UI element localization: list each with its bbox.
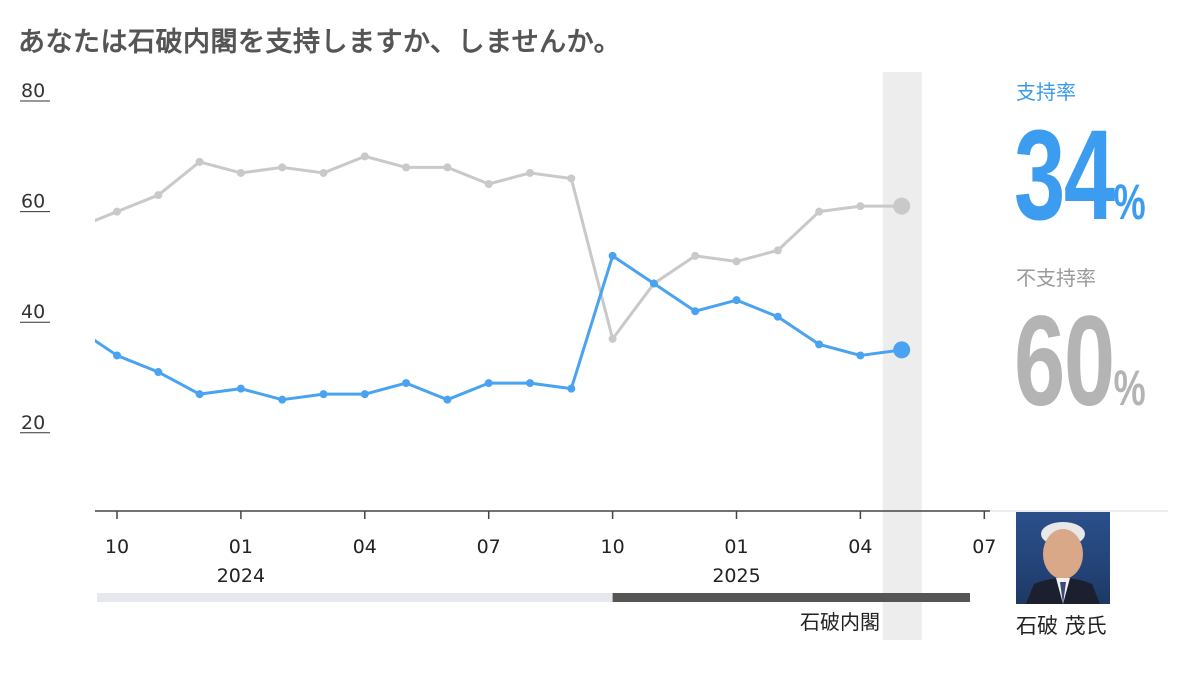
support-line [95, 254, 902, 402]
oppose-point [773, 246, 782, 255]
oppose-rate-number: 60 [1014, 290, 1115, 433]
support-rate-value: 34% [1014, 112, 1146, 240]
support-point [278, 395, 287, 404]
year-label: 2024 [217, 565, 265, 587]
y-tick-label: 20 [21, 412, 45, 434]
oppose-point [443, 163, 452, 172]
y-tick-label: 60 [21, 191, 45, 213]
oppose-point [856, 202, 865, 211]
x-tick-label: 07 [477, 536, 501, 558]
support-point [732, 296, 741, 305]
oppose-point [319, 168, 328, 177]
oppose-rate-label: 不支持率 [1016, 266, 1096, 290]
x-tick-label: 10 [105, 536, 129, 558]
x-tick-label: 01 [724, 536, 748, 558]
cabinet-period-bar [612, 593, 970, 602]
support-point [443, 395, 452, 404]
oppose-point [608, 334, 617, 343]
oppose-point [278, 163, 287, 172]
support-point [319, 390, 328, 399]
y-tick-label: 40 [21, 301, 45, 323]
cabinet-period-label: 石破内閣 [800, 610, 880, 634]
support-point [113, 351, 121, 360]
oppose-point [567, 174, 576, 183]
support-point [567, 384, 576, 393]
support-point [236, 384, 245, 393]
oppose-point [113, 207, 121, 216]
support-point [649, 279, 658, 288]
support-point [856, 351, 865, 360]
support-point [815, 340, 824, 349]
oppose-point [195, 157, 204, 166]
x-tick-label: 04 [353, 536, 377, 558]
oppose-series [95, 152, 911, 343]
oppose-point [526, 168, 534, 177]
support-series [95, 251, 911, 404]
support-point [154, 368, 163, 377]
x-tick-label: 04 [848, 536, 872, 558]
prior-cabinet-bar [97, 593, 613, 602]
support-rate-number: 34 [1014, 104, 1115, 247]
oppose-point [236, 168, 245, 177]
oppose-latest-point [893, 197, 911, 215]
oppose-point [691, 251, 700, 260]
support-point [773, 312, 782, 321]
support-point [526, 379, 534, 388]
support-latest-point [893, 341, 911, 359]
oppose-point [484, 180, 493, 189]
support-rate-percent: % [1113, 174, 1146, 230]
support-point [484, 379, 493, 388]
support-point [402, 379, 411, 388]
support-point [360, 390, 369, 399]
support-point [691, 307, 700, 316]
oppose-point [815, 207, 824, 216]
oppose-point [360, 152, 369, 161]
y-tick-label: 80 [21, 80, 45, 102]
support-rate-label: 支持率 [1016, 80, 1076, 104]
x-tick-label: 07 [972, 536, 996, 558]
portrait-photo [1016, 512, 1110, 604]
x-tick-label: 01 [229, 536, 253, 558]
year-label: 2025 [712, 565, 760, 587]
chart-title: あなたは石破内閣を支持しますか、しませんか。 [18, 27, 622, 58]
support-point [195, 390, 204, 399]
oppose-rate-value: 60% [1014, 298, 1146, 426]
support-point [608, 251, 617, 260]
person-name: 石破 茂氏 [1016, 614, 1107, 638]
oppose-point [732, 257, 741, 266]
oppose-rate-percent: % [1113, 360, 1146, 416]
oppose-point [402, 163, 411, 172]
oppose-point [154, 191, 163, 200]
x-tick-label: 10 [601, 536, 625, 558]
